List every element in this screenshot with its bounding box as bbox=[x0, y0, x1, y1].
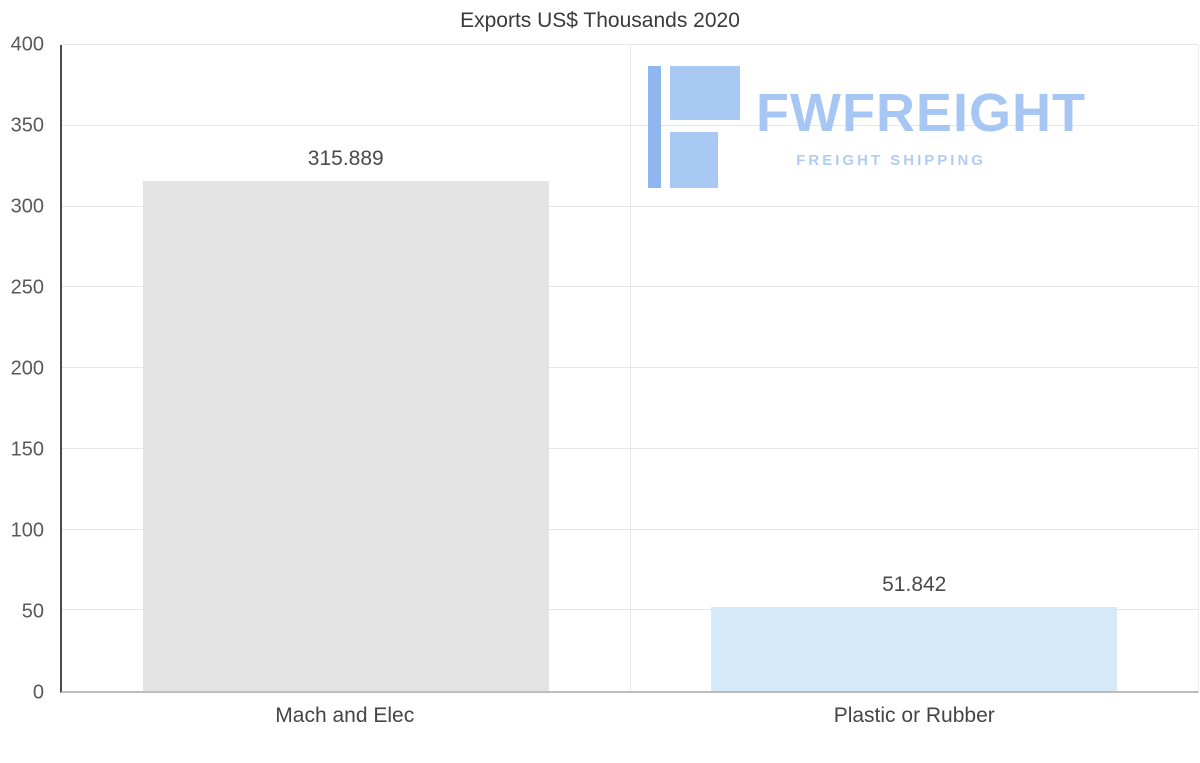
y-tick-label: 300 bbox=[10, 195, 44, 218]
y-tick-label: 100 bbox=[10, 519, 44, 542]
y-axis: 0 50 100 150 200 250 300 350 400 bbox=[0, 34, 50, 704]
chart-title: Exports US$ Thousands 2020 bbox=[460, 9, 740, 32]
y-tick-label: 250 bbox=[10, 276, 44, 299]
y-tick-label: 400 bbox=[10, 33, 44, 56]
y-tick-label: 150 bbox=[10, 438, 44, 461]
bar-value-label: 315.889 bbox=[307, 146, 384, 170]
y-tick-label: 350 bbox=[10, 114, 44, 137]
plot-area: 315.889 51.842 bbox=[60, 44, 1199, 693]
y-tick-label: 50 bbox=[21, 600, 44, 623]
logo-wordmark: FWFREIGHT bbox=[756, 82, 1086, 143]
y-tick-label: 200 bbox=[10, 357, 44, 380]
category-slot-1: 315.889 bbox=[62, 45, 630, 691]
bar-value-label: 51.842 bbox=[882, 573, 947, 597]
gridline bbox=[62, 44, 1198, 45]
y-tick-label: 0 bbox=[32, 681, 44, 704]
logo-tagline: FREIGHT SHIPPING bbox=[796, 151, 986, 169]
category-slot-2: 51.842 bbox=[629, 45, 1199, 691]
bar-plastic-or-rubber: 51.842 bbox=[711, 573, 1118, 691]
fwfreight-logo: FWFREIGHT FREIGHT SHIPPING bbox=[648, 66, 1086, 188]
bar-mach-and-elec: 315.889 bbox=[142, 147, 549, 691]
x-tick-label: Plastic or Rubber bbox=[833, 704, 995, 727]
logo-text-block: FWFREIGHT FREIGHT SHIPPING bbox=[756, 86, 1086, 169]
x-tick-label: Mach and Elec bbox=[275, 704, 415, 727]
fwfreight-logo-icon bbox=[648, 66, 740, 188]
x-axis: Mach and Elec Plastic or Rubber bbox=[60, 704, 1199, 728]
